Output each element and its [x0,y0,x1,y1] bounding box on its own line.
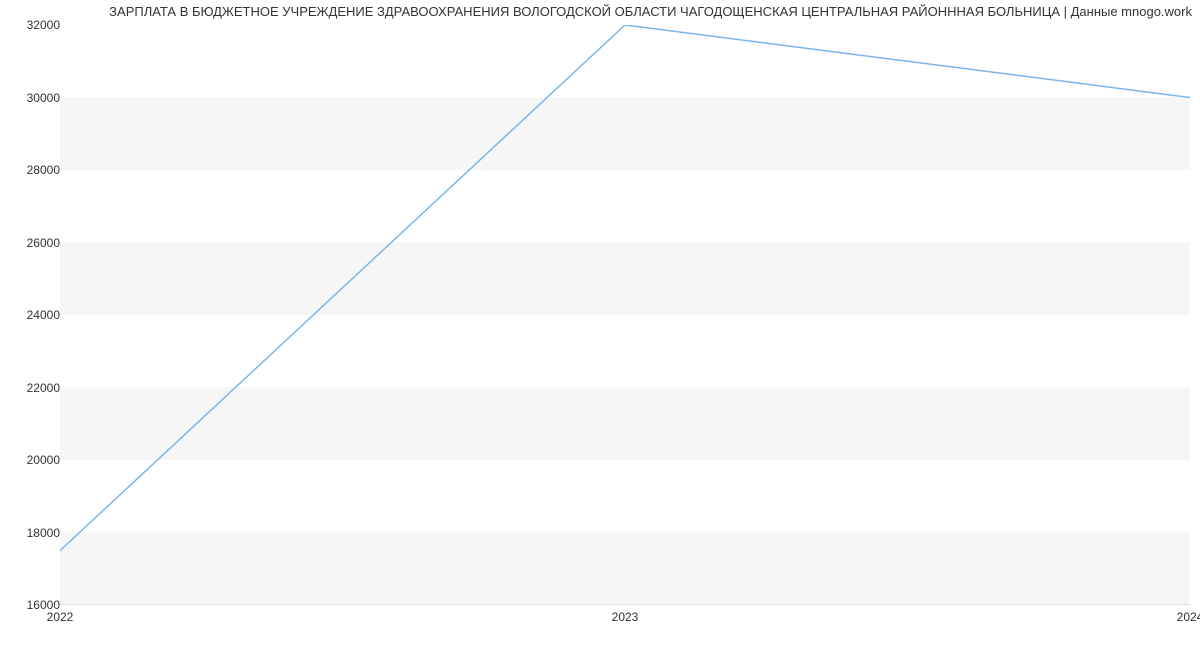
chart-area [60,25,1190,605]
y-tick-label: 26000 [10,236,60,250]
chart-svg [60,25,1190,605]
y-tick-label: 18000 [10,526,60,540]
y-tick-label: 28000 [10,163,60,177]
y-tick-label: 22000 [10,381,60,395]
y-tick-label: 32000 [10,18,60,32]
x-tick-label: 2023 [612,610,639,624]
y-tick-label: 30000 [10,91,60,105]
y-tick-label: 24000 [10,308,60,322]
chart-title: ЗАРПЛАТА В БЮДЖЕТНОЕ УЧРЕЖДЕНИЕ ЗДРАВООХ… [109,4,1192,19]
x-tick-label: 2022 [47,610,74,624]
x-tick-label: 2024 [1177,610,1200,624]
y-tick-label: 20000 [10,453,60,467]
